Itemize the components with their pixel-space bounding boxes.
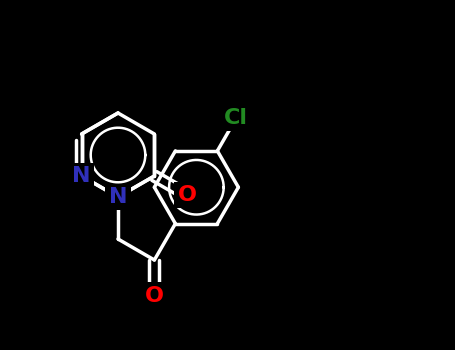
Text: O: O — [145, 286, 164, 306]
Text: N: N — [109, 187, 127, 207]
Text: N: N — [72, 166, 91, 186]
Text: Cl: Cl — [224, 108, 248, 128]
Text: O: O — [177, 185, 197, 205]
